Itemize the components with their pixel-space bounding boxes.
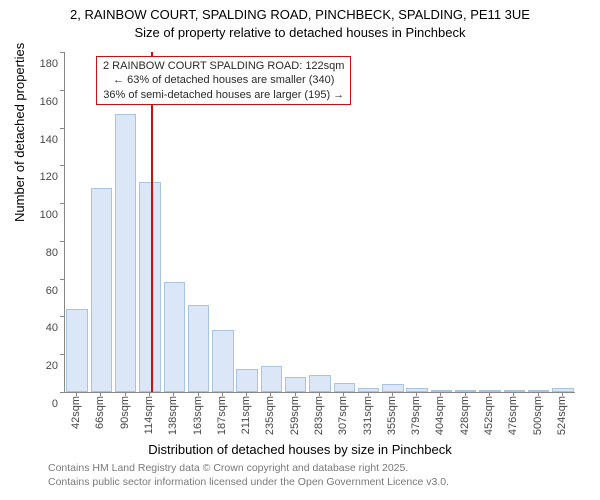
ytick-label: 20 <box>28 360 58 372</box>
ytick-mark <box>60 392 64 393</box>
ytick-label: 180 <box>28 58 58 70</box>
title-line-1: 2, RAINBOW COURT, SPALDING ROAD, PINCHBE… <box>0 6 600 24</box>
xtick-label: 500sqm <box>532 396 544 435</box>
xtick-mark <box>392 392 393 396</box>
bar <box>115 114 136 392</box>
xtick-mark <box>100 392 101 396</box>
xtick-label: 211sqm <box>240 396 252 434</box>
ytick-label: 140 <box>28 134 58 146</box>
bar <box>261 366 282 392</box>
xtick-mark <box>198 392 199 396</box>
xtick-label: 428sqm <box>459 396 471 435</box>
bar <box>236 369 257 392</box>
y-axis-title: Number of detached properties <box>12 43 27 222</box>
ytick-mark <box>60 52 64 53</box>
footer-line-2: Contains public sector information licen… <box>48 476 449 490</box>
xtick-mark <box>125 392 126 396</box>
bar <box>309 375 330 392</box>
xtick-mark <box>465 392 466 396</box>
xtick-label: 138sqm <box>167 396 179 435</box>
xtick-mark <box>222 392 223 396</box>
annotation-box: 2 RAINBOW COURT SPALDING ROAD: 122sqm← 6… <box>96 56 351 105</box>
bar <box>212 330 233 392</box>
ytick-label: 100 <box>28 209 58 221</box>
ytick-mark <box>60 90 64 91</box>
xtick-mark <box>295 392 296 396</box>
ytick-label: 120 <box>28 171 58 183</box>
xtick-label: 163sqm <box>192 396 204 435</box>
bar <box>334 383 355 392</box>
footer-attribution: Contains HM Land Registry data © Crown c… <box>48 462 449 489</box>
footer-line-1: Contains HM Land Registry data © Crown c… <box>48 462 449 476</box>
xtick-label: 307sqm <box>337 396 349 435</box>
xtick-label: 114sqm <box>143 396 155 434</box>
xtick-label: 235sqm <box>264 396 276 435</box>
xtick-label: 187sqm <box>216 396 228 435</box>
ytick-mark <box>60 279 64 280</box>
ytick-mark <box>60 316 64 317</box>
title-block: 2, RAINBOW COURT, SPALDING ROAD, PINCHBE… <box>0 0 600 41</box>
x-axis-title: Distribution of detached houses by size … <box>0 442 600 457</box>
ytick-mark <box>60 203 64 204</box>
xtick-label: 90sqm <box>119 396 131 429</box>
xtick-mark <box>513 392 514 396</box>
bar <box>91 188 112 392</box>
xtick-mark <box>149 392 150 396</box>
ytick-mark <box>60 165 64 166</box>
annotation-line: 2 RAINBOW COURT SPALDING ROAD: 122sqm <box>103 59 344 73</box>
xtick-mark <box>440 392 441 396</box>
ytick-label: 0 <box>28 398 58 410</box>
bar <box>285 377 306 392</box>
xtick-mark <box>76 392 77 396</box>
annotation-line: ← 63% of detached houses are smaller (34… <box>103 73 344 87</box>
bar <box>188 305 209 392</box>
ytick-mark <box>60 354 64 355</box>
ytick-label: 80 <box>28 247 58 259</box>
xtick-label: 283sqm <box>313 396 325 435</box>
xtick-label: 259sqm <box>289 396 301 435</box>
ytick-label: 40 <box>28 322 58 334</box>
ytick-label: 160 <box>28 96 58 108</box>
xtick-mark <box>173 392 174 396</box>
xtick-label: 355sqm <box>386 396 398 435</box>
xtick-label: 42sqm <box>70 396 82 429</box>
xtick-label: 331sqm <box>362 396 374 435</box>
xtick-label: 452sqm <box>483 396 495 435</box>
title-line-2: Size of property relative to detached ho… <box>0 24 600 42</box>
xtick-mark <box>562 392 563 396</box>
ytick-mark <box>60 241 64 242</box>
xtick-label: 404sqm <box>434 396 446 435</box>
xtick-mark <box>489 392 490 396</box>
chart-container: 2, RAINBOW COURT, SPALDING ROAD, PINCHBE… <box>0 0 600 500</box>
xtick-mark <box>343 392 344 396</box>
xtick-mark <box>270 392 271 396</box>
annotation-line: 36% of semi-detached houses are larger (… <box>103 88 344 102</box>
bar <box>66 309 87 392</box>
ytick-mark <box>60 128 64 129</box>
xtick-label: 524sqm <box>556 396 568 435</box>
bar <box>164 282 185 392</box>
xtick-label: 66sqm <box>94 396 106 429</box>
xtick-mark <box>368 392 369 396</box>
xtick-label: 476sqm <box>507 396 519 435</box>
xtick-mark <box>246 392 247 396</box>
xtick-mark <box>416 392 417 396</box>
bar <box>382 384 403 392</box>
ytick-label: 60 <box>28 285 58 297</box>
xtick-mark <box>319 392 320 396</box>
xtick-label: 379sqm <box>410 396 422 435</box>
xtick-mark <box>538 392 539 396</box>
